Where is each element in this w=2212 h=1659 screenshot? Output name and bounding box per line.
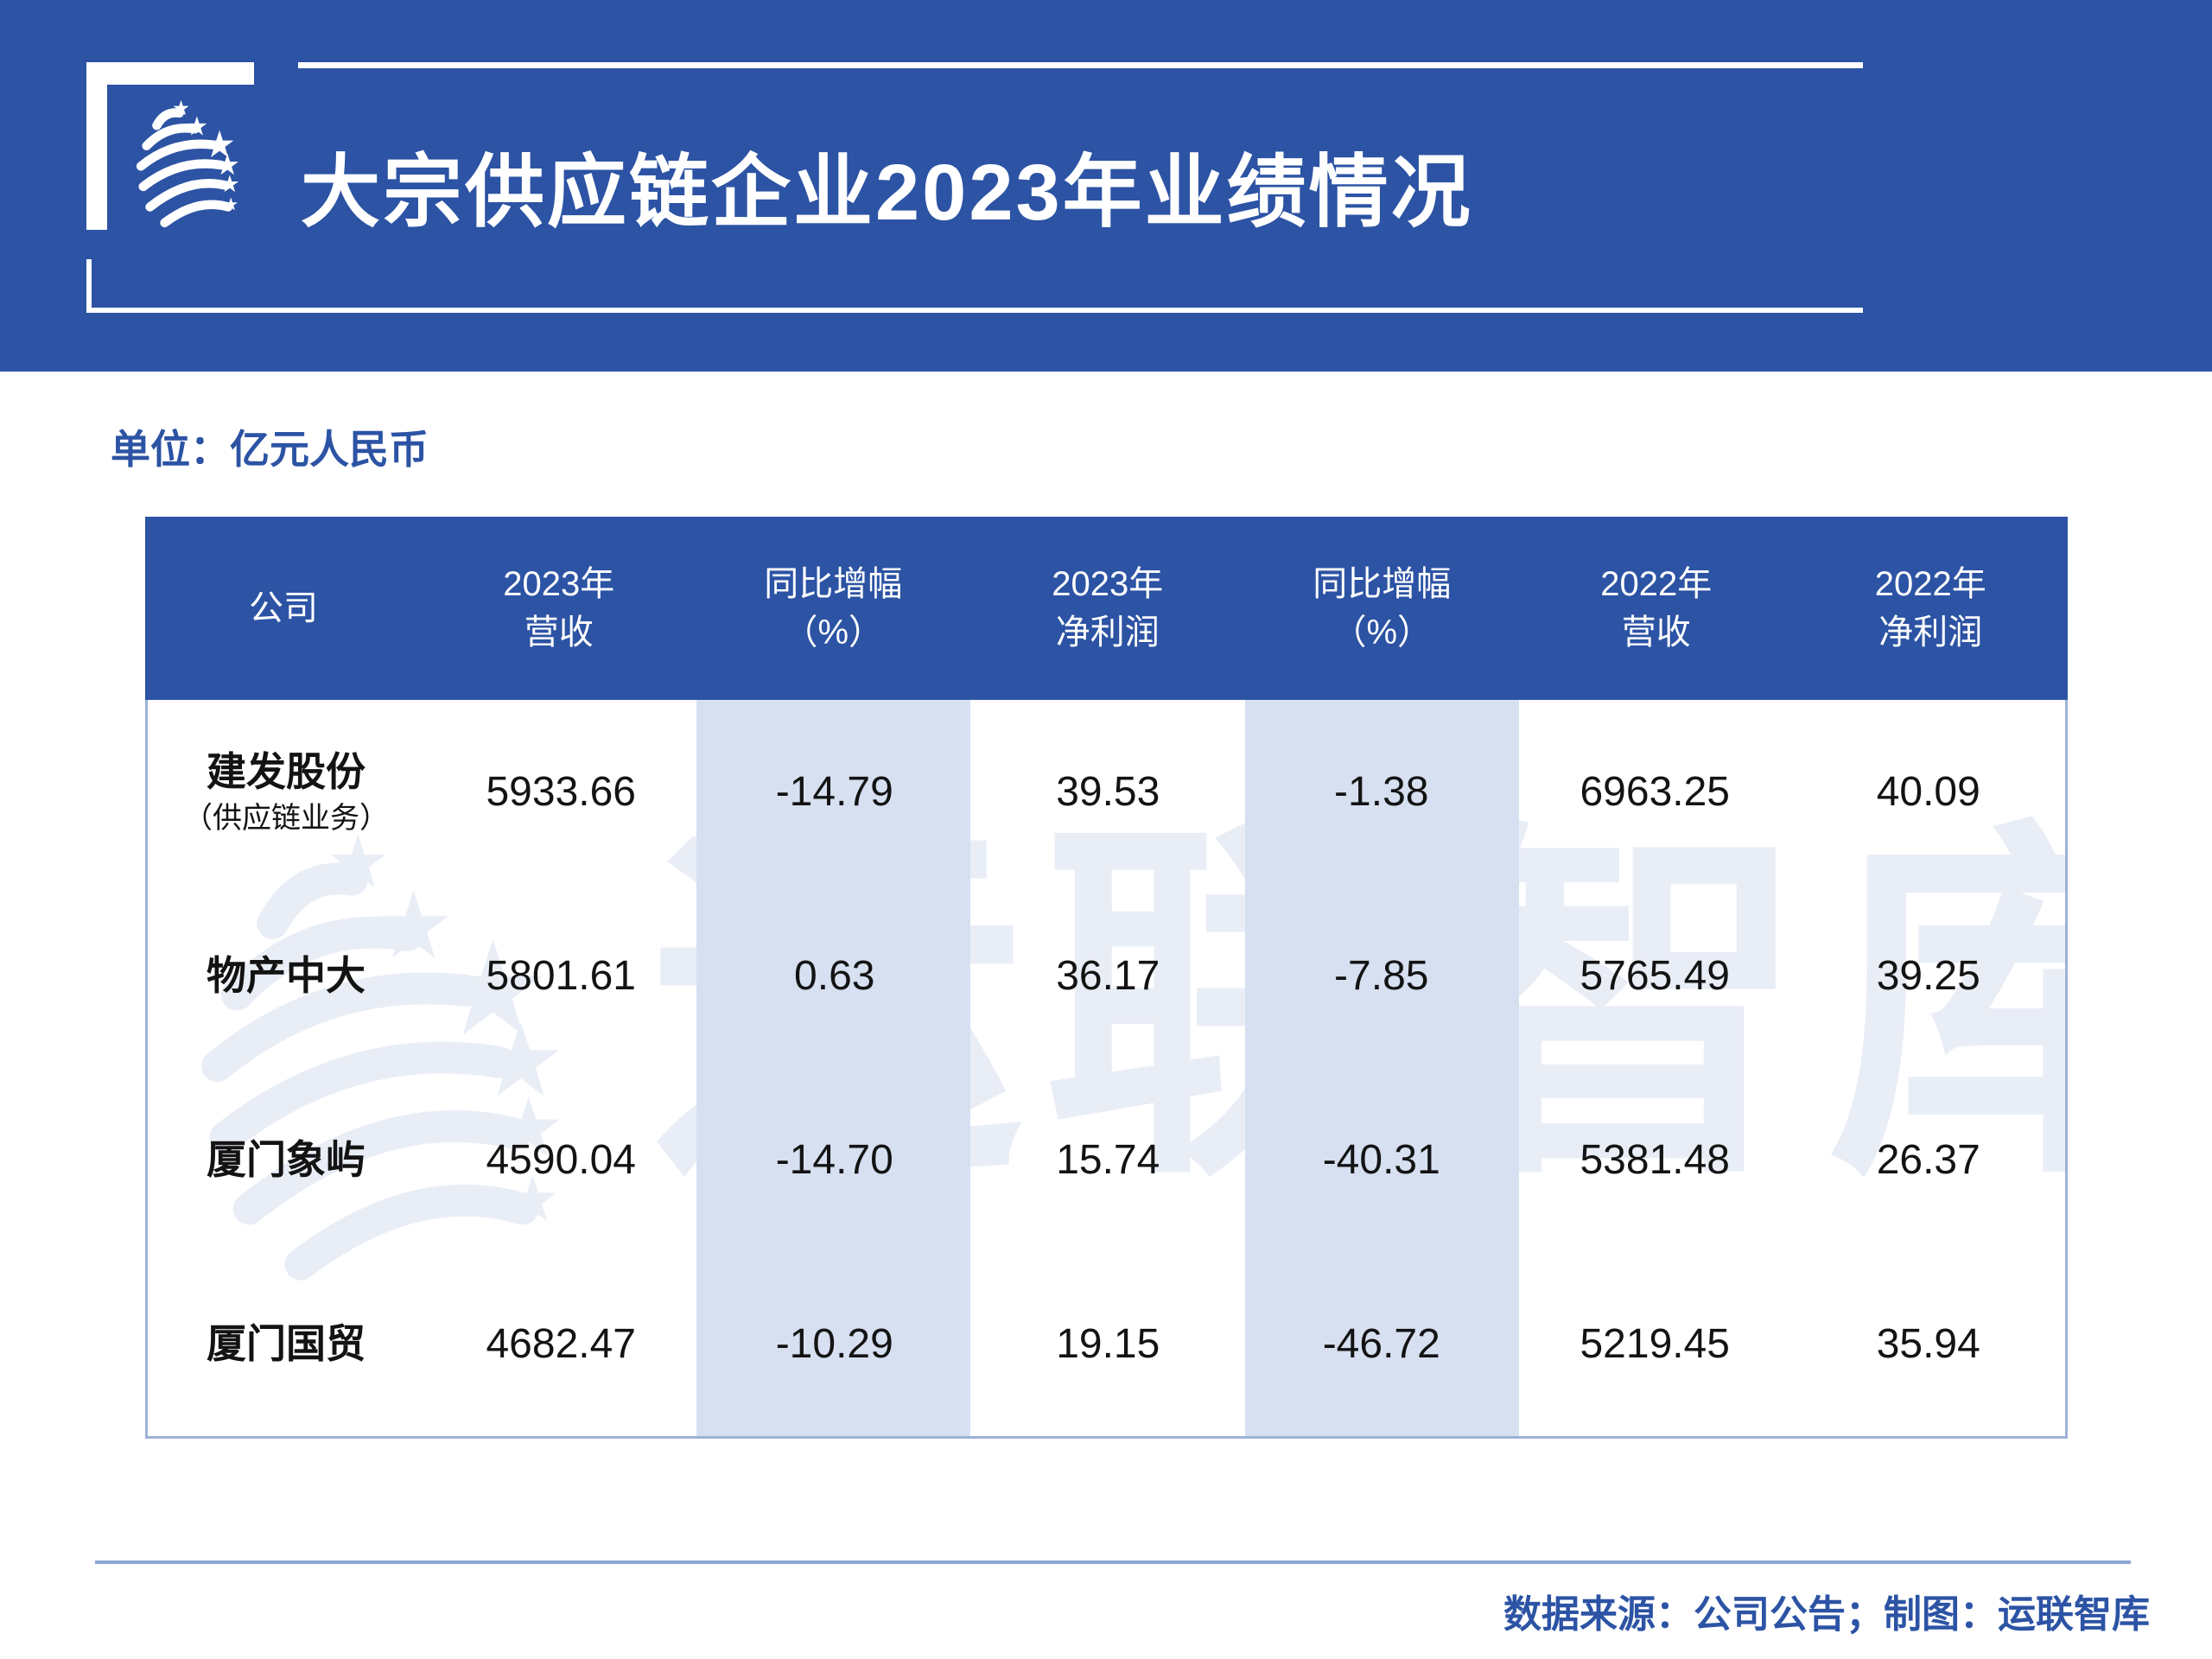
value-cell: -46.72 xyxy=(1322,1321,1440,1367)
column-header-2023-profit: 2023年 净利润 xyxy=(1052,565,1164,652)
bottom-divider-line xyxy=(86,308,1863,313)
value-cell: -10.29 xyxy=(775,1321,893,1367)
highlight-column-yoy-profit xyxy=(1244,700,1519,1439)
value-cell: -14.79 xyxy=(775,769,893,815)
company-cell: 物产中大 xyxy=(148,884,424,1068)
company-note: （供应链业务） xyxy=(183,801,389,835)
value-cell: 6963.25 xyxy=(1580,769,1730,815)
globe-stars-logo-icon xyxy=(136,99,239,228)
value-cell: 5765.49 xyxy=(1580,953,1730,999)
value-cell: 35.94 xyxy=(1876,1321,1980,1367)
top-divider-line xyxy=(298,62,1863,68)
company-name: 建发股份 xyxy=(207,749,365,795)
company-cell: 厦门象屿 xyxy=(148,1068,424,1252)
page-title: 大宗供应链企业2023年业绩情况 xyxy=(301,149,1473,237)
bottom-bracket-vertical xyxy=(86,259,92,313)
value-cell: 5381.48 xyxy=(1580,1137,1730,1183)
value-cell: 15.74 xyxy=(1056,1137,1160,1183)
value-cell: 5219.45 xyxy=(1580,1321,1730,1367)
company-name: 厦门象屿 xyxy=(207,1136,365,1182)
value-cell: 39.25 xyxy=(1876,953,1980,999)
value-cell: -7.85 xyxy=(1334,953,1429,999)
value-cell: 4682.47 xyxy=(486,1321,636,1367)
value-cell: 39.53 xyxy=(1056,769,1160,815)
value-cell: 4590.04 xyxy=(486,1137,636,1183)
company-cell: 建发股份 （供应链业务） xyxy=(148,700,424,884)
corner-bracket-vertical xyxy=(86,62,107,230)
value-cell: 40.09 xyxy=(1876,769,1980,815)
value-cell: 0.63 xyxy=(794,953,875,999)
company-cell: 厦门国贸 xyxy=(148,1252,424,1436)
table-body: 建发股份 （供应链业务） 5933.66 -14.79 39.53 -1.38 … xyxy=(145,700,2068,1439)
column-header-2022-profit: 2022年 净利润 xyxy=(1874,565,1986,652)
unit-label: 单位：亿元人民币 xyxy=(111,427,429,472)
value-cell: -40.31 xyxy=(1322,1137,1440,1183)
watermark-globe-icon xyxy=(201,834,560,1281)
value-cell: 26.37 xyxy=(1876,1137,1980,1183)
company-name: 物产中大 xyxy=(207,952,365,998)
column-header-company: 公司 xyxy=(249,589,318,627)
header-banner: 大宗供应链企业2023年业绩情况 xyxy=(0,0,2212,372)
table-header-row: 公司 2023年 营收 同比增幅 （%） 2023年 净利润 同比增幅 （%） … xyxy=(145,517,2068,700)
value-cell: -1.38 xyxy=(1334,769,1429,815)
value-cell: 19.15 xyxy=(1056,1321,1160,1367)
column-header-yoy-profit: 同比增幅 （%） xyxy=(1313,565,1452,652)
performance-table: 运联智库 公司 2023年 营收 同比增幅 （%） 2023年 净利润 同比增幅… xyxy=(145,517,2068,1439)
highlight-column-yoy-revenue xyxy=(696,700,970,1439)
value-cell: 5933.66 xyxy=(486,769,636,815)
company-name: 厦门国贸 xyxy=(207,1320,365,1366)
column-header-2023-revenue: 2023年 营收 xyxy=(503,565,615,652)
source-credit: 数据来源：公司公告；制图：运联智库 xyxy=(1503,1593,2150,1636)
footer-divider-line xyxy=(95,1560,2131,1564)
value-cell: 36.17 xyxy=(1056,953,1160,999)
value-cell: -14.70 xyxy=(775,1137,893,1183)
value-cell: 5801.61 xyxy=(486,953,636,999)
column-header-2022-revenue: 2022年 营收 xyxy=(1600,565,1713,652)
column-header-yoy-revenue: 同比增幅 （%） xyxy=(764,565,903,652)
corner-bracket-horizontal xyxy=(86,62,254,85)
